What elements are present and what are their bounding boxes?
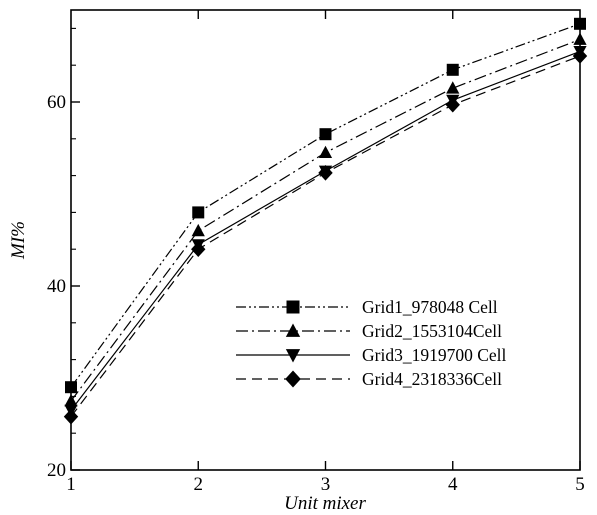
series-2-point [573, 32, 587, 45]
series-layer [63, 17, 588, 425]
legend-marker-4 [285, 370, 301, 388]
series-4-point [318, 165, 333, 181]
series-2-point [446, 81, 460, 94]
series-1-point [192, 206, 205, 219]
series-1-point [319, 128, 332, 141]
x-tick-label: 2 [194, 474, 204, 495]
x-tick-label: 5 [575, 474, 585, 495]
series-1-point [574, 17, 586, 30]
y-tick-label: 20 [47, 460, 66, 481]
x-axis-title: Unit mixer [284, 493, 366, 514]
series-2-point [318, 145, 333, 158]
series-4-point [572, 48, 588, 64]
legend-marker-2 [285, 323, 301, 337]
series-1-point [65, 381, 77, 394]
legend-marker-3 [285, 349, 301, 363]
series-4-point [191, 241, 206, 257]
legend: Grid1_978048 Cell Grid2_1553104Cell Grid3_… [236, 297, 507, 389]
series-1-point [446, 63, 459, 76]
tick-layer: 1 2 3 4 5 20 40 60 [47, 10, 585, 495]
plot-frame [70, 9, 581, 471]
legend-label-1: Grid1_978048 Cell [362, 297, 498, 317]
legend-label-3: Grid3_1919700 Cell [362, 345, 507, 365]
legend-marker-1 [286, 300, 300, 314]
legend-label-2: Grid2_1553104Cell [362, 321, 502, 341]
y-tick-label: 60 [47, 92, 66, 113]
series-4-point [445, 96, 460, 113]
x-tick-label: 3 [321, 474, 331, 495]
series-line-1 [70, 23, 581, 388]
legend-label-4: Grid4_2318336Cell [362, 369, 502, 389]
series-2-point [64, 394, 78, 407]
series-2-point [191, 223, 205, 237]
x-tick-label: 1 [66, 474, 76, 495]
y-tick-label: 40 [47, 276, 66, 297]
series-4-point [63, 408, 79, 425]
x-tick-label: 4 [448, 474, 458, 495]
y-axis-title: MI% [8, 221, 29, 260]
